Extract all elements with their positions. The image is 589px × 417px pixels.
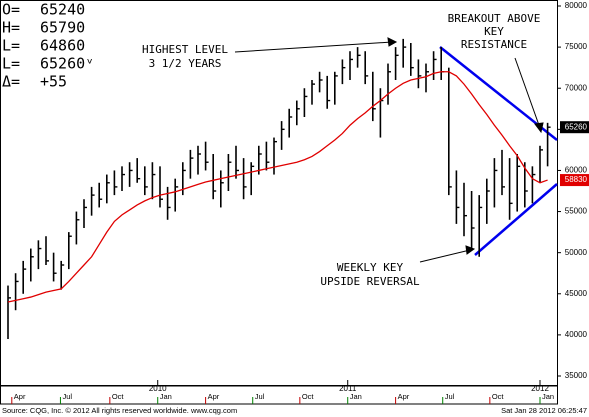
moving-average	[7, 71, 548, 303]
year-label: 2011	[339, 384, 357, 393]
x-tick-label: Jul	[445, 392, 455, 401]
date-strip	[0, 385, 558, 405]
arrow-head	[534, 122, 544, 134]
quote-value: 65240	[40, 1, 85, 19]
price-tag	[560, 121, 589, 134]
annotation: BREAKOUT ABOVE	[448, 12, 541, 25]
price-tag	[560, 174, 589, 187]
arrow	[419, 249, 471, 263]
year-label: 2012	[531, 384, 549, 393]
timestamp: Sat Jan 28 2012 06:25:47	[501, 406, 587, 415]
x-tick-label: Oct	[302, 392, 315, 401]
annotation: UPSIDE REVERSAL	[320, 275, 420, 288]
annotation: KEY	[484, 25, 504, 38]
y-tick-label: 45000	[565, 289, 588, 298]
y-tick-label: 75000	[565, 42, 588, 51]
x-tick-label: Jul	[255, 392, 265, 401]
y-tick-label: 50000	[565, 248, 588, 257]
x-tick-label: Apr	[398, 392, 410, 401]
price-tag-label: 58830	[565, 175, 588, 184]
quote-value: 65260ᵛ	[40, 55, 94, 73]
arrow	[514, 57, 541, 129]
quote-value: 64860	[40, 37, 85, 55]
quote-label: O=	[2, 1, 20, 19]
quote-label: H=	[2, 19, 20, 37]
y-tick-label: 35000	[565, 371, 588, 380]
y-tick-label: 70000	[565, 83, 588, 92]
arrow-head	[387, 37, 398, 47]
x-tick-label: Apr	[208, 392, 220, 401]
arrow	[234, 41, 393, 53]
arrows	[234, 37, 544, 263]
y-tick-label: 40000	[565, 330, 588, 339]
annotation: 3 1/2 YEARS	[149, 57, 222, 70]
x-tick-label: Jan	[350, 392, 362, 401]
x-tick-label: Jul	[62, 392, 72, 401]
x-tick-label: Oct	[112, 392, 125, 401]
y-tick-label: 80000	[565, 1, 588, 10]
annotation: RESISTANCE	[461, 38, 527, 51]
annotation: HIGHEST LEVEL	[142, 43, 228, 56]
x-tick-label: Apr	[14, 392, 26, 401]
quote-label: L=	[2, 55, 20, 73]
source: Source: CQG, Inc. © 2012 All rights rese…	[2, 406, 237, 415]
quote-value: +55	[40, 73, 67, 91]
quote-value: 65790	[40, 19, 85, 37]
quote-label: L=	[2, 37, 20, 55]
year-label: 2010	[149, 384, 167, 393]
arrow-head	[465, 245, 476, 255]
y-tick-label: 55000	[565, 207, 588, 216]
x-tick-label: Jan	[542, 392, 554, 401]
y-tick-label: 60000	[565, 166, 588, 175]
support-line	[474, 183, 558, 256]
x-tick-label: Jan	[160, 392, 172, 401]
x-tick-label: Oct	[492, 392, 505, 401]
quote-label: Δ=	[2, 73, 20, 91]
annotation: WEEKLY KEY	[337, 261, 404, 274]
price-tag-label: 65260	[565, 122, 588, 131]
